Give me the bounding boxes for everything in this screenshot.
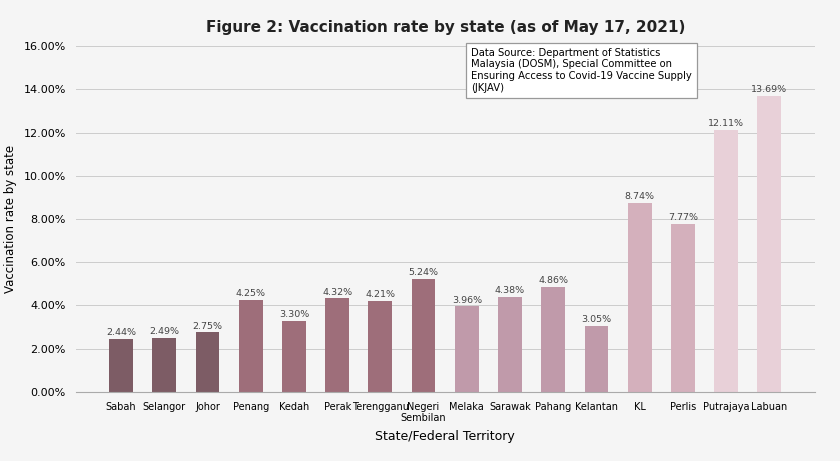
Bar [325, 299, 349, 392]
Bar [758, 96, 781, 392]
Text: 4.25%: 4.25% [236, 290, 265, 298]
Bar [455, 306, 479, 392]
Text: 8.74%: 8.74% [625, 192, 654, 201]
Text: 5.24%: 5.24% [408, 268, 438, 277]
Text: 4.38%: 4.38% [495, 286, 525, 296]
Bar [714, 130, 738, 392]
Text: 2.44%: 2.44% [106, 328, 136, 337]
Text: 12.11%: 12.11% [708, 119, 744, 129]
Text: 4.21%: 4.21% [365, 290, 396, 299]
Bar [412, 278, 435, 392]
Text: 2.75%: 2.75% [192, 322, 223, 331]
Bar [498, 297, 522, 392]
Title: Figure 2: Vaccination rate by state (as of May 17, 2021): Figure 2: Vaccination rate by state (as … [206, 20, 685, 35]
Text: 2.49%: 2.49% [150, 327, 179, 337]
Text: 3.05%: 3.05% [581, 315, 612, 324]
Text: 4.86%: 4.86% [538, 276, 568, 285]
Y-axis label: Vaccination rate by state: Vaccination rate by state [3, 145, 17, 293]
X-axis label: State/Federal Territory: State/Federal Territory [375, 430, 515, 443]
Bar [671, 224, 695, 392]
Bar [627, 203, 652, 392]
Text: 3.30%: 3.30% [279, 310, 309, 319]
Bar [152, 338, 176, 392]
Bar [585, 326, 608, 392]
Bar [196, 332, 219, 392]
Bar [239, 300, 263, 392]
Text: Data Source: Department of Statistics
Malaysia (DOSM), Special Committee on
Ensu: Data Source: Department of Statistics Ma… [471, 48, 692, 93]
Bar [109, 339, 133, 392]
Text: 3.96%: 3.96% [452, 296, 482, 305]
Bar [541, 287, 565, 392]
Text: 7.77%: 7.77% [668, 213, 698, 222]
Text: 13.69%: 13.69% [751, 85, 787, 95]
Bar [369, 301, 392, 392]
Bar [282, 320, 306, 392]
Text: 4.32%: 4.32% [322, 288, 352, 297]
